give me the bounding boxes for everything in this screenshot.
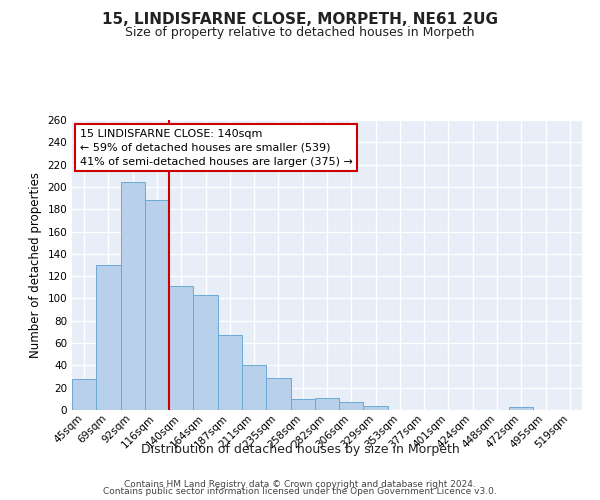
Bar (290, 399, 315, 410)
Text: 15 LINDISFARNE CLOSE: 140sqm
← 59% of detached houses are smaller (539)
41% of s: 15 LINDISFARNE CLOSE: 140sqm ← 59% of de… (80, 128, 353, 166)
Bar (96, 265, 121, 410)
Bar (266, 378, 290, 410)
Bar (193, 295, 218, 410)
Bar (72, 379, 96, 410)
Text: Contains public sector information licensed under the Open Government Licence v3: Contains public sector information licen… (103, 488, 497, 496)
Text: 15, LINDISFARNE CLOSE, MORPETH, NE61 2UG: 15, LINDISFARNE CLOSE, MORPETH, NE61 2UG (102, 12, 498, 28)
Bar (509, 406, 533, 410)
Text: Distribution of detached houses by size in Morpeth: Distribution of detached houses by size … (140, 442, 460, 456)
Bar (339, 402, 364, 410)
Bar (121, 182, 145, 410)
Text: Contains HM Land Registry data © Crown copyright and database right 2024.: Contains HM Land Registry data © Crown c… (124, 480, 476, 489)
Text: Size of property relative to detached houses in Morpeth: Size of property relative to detached ho… (125, 26, 475, 39)
Y-axis label: Number of detached properties: Number of detached properties (29, 172, 42, 358)
Bar (169, 286, 193, 410)
Bar (218, 336, 242, 410)
Bar (364, 406, 388, 410)
Bar (315, 398, 339, 410)
Bar (145, 200, 169, 410)
Bar (242, 366, 266, 410)
